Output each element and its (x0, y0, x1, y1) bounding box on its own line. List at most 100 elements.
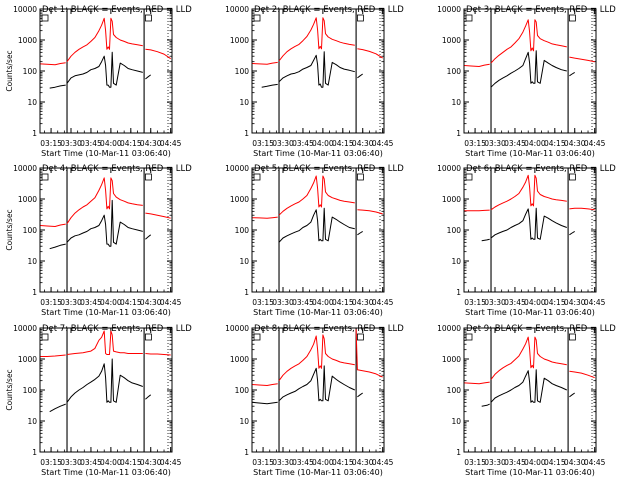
corner-marker (145, 333, 152, 341)
series-line-events (357, 73, 363, 79)
x-tick-label: 03:45 (292, 458, 314, 467)
series-line-lld (252, 216, 278, 219)
chart-title: Det 1: BLACK = Events, RED = LLD (42, 5, 192, 15)
y-tick-label: 100 (23, 386, 38, 395)
series-line-events (261, 83, 278, 88)
series-line-lld (490, 174, 567, 211)
y-tick-label: 1000 (442, 355, 461, 364)
y-tick-label: 1 (244, 288, 249, 297)
x-axis-label: Start Time (10-Mar-11 03:06:40) (465, 468, 595, 477)
y-tick-label: 100 (447, 226, 462, 235)
chart-title: Det 6: BLACK = Events, RED = LLD (466, 164, 616, 174)
y-tick-label: 10 (451, 98, 461, 107)
series-line-lld (252, 61, 278, 65)
y-tick-label: 10000 (13, 324, 37, 333)
y-tick-label: 1 (456, 448, 461, 457)
corner-marker (41, 173, 49, 181)
x-tick-label: 03:30 (60, 139, 82, 148)
y-tick-label: 10 (27, 257, 37, 266)
y-tick-label: 1000 (442, 36, 461, 45)
y-tick-label: 10 (27, 98, 37, 107)
x-tick-label: 04:00 (524, 139, 546, 148)
x-tick-label: 04:30 (564, 458, 586, 467)
series-line-events (252, 401, 278, 405)
x-tick-label: 03:30 (60, 458, 82, 467)
y-tick-label: 1 (244, 448, 249, 457)
chart-panel-det-8: Det 8: BLACK = Events, RED = LLD 1 10 100 10… (225, 324, 404, 477)
y-tick-label: 10 (239, 98, 249, 107)
x-tick-label: 04:30 (352, 298, 374, 307)
x-tick-label: 03:45 (80, 298, 102, 307)
chart-panel-det-7: Det 7: BLACK = Events, RED = LLD 1 10 100 10… (5, 324, 192, 477)
chart-title: Det 7: BLACK = Events, RED = LLD (42, 324, 192, 334)
chart-panel-det-4: Det 4: BLACK = Events, RED = LLD 1 10 100 10… (5, 164, 192, 317)
x-tick-label: 03:45 (504, 298, 526, 307)
x-tick-label: 04:15 (544, 298, 566, 307)
series-line-lld (357, 48, 383, 59)
y-tick-label: 10000 (13, 5, 37, 14)
x-tick-label: 03:30 (484, 139, 506, 148)
x-tick-label: 03:15 (40, 298, 62, 307)
x-tick-label: 04:15 (120, 298, 142, 307)
x-axis-label: Start Time (10-Mar-11 03:06:40) (465, 149, 595, 158)
x-tick-label: 04:15 (332, 139, 354, 148)
corner-marker (357, 333, 364, 341)
x-tick-label: 03:45 (504, 139, 526, 148)
series-line-events (278, 207, 355, 243)
x-axis-label: Start Time (10-Mar-11 03:06:40) (41, 308, 171, 317)
series-line-lld (40, 354, 66, 357)
y-tick-label: 10 (451, 257, 461, 266)
corner-marker (253, 173, 261, 181)
series-line-events (49, 84, 66, 89)
series-line-events (145, 74, 151, 80)
y-tick-label: 10000 (225, 324, 249, 333)
y-tick-label: 100 (235, 386, 250, 395)
series-line-lld (464, 209, 490, 212)
x-tick-label: 03:30 (272, 139, 294, 148)
y-tick-label: 1000 (18, 36, 37, 45)
chart-title: Det 4: BLACK = Events, RED = LLD (42, 164, 192, 174)
x-tick-label: 04:30 (564, 298, 586, 307)
series-line-events (569, 230, 575, 236)
x-tick-label: 04:30 (352, 139, 374, 148)
corner-marker (357, 14, 364, 22)
x-tick-label: 04:30 (564, 139, 586, 148)
x-tick-label: 04:45 (584, 298, 606, 307)
corner-marker (41, 333, 49, 341)
series-line-events (569, 71, 575, 77)
x-axis-label: Start Time (10-Mar-11 03:06:40) (41, 468, 171, 477)
y-tick-label: 100 (23, 226, 38, 235)
x-axis-label: Start Time (10-Mar-11 03:06:40) (465, 308, 595, 317)
y-axis-label: Counts/sec (5, 369, 14, 410)
y-tick-label: 1 (456, 129, 461, 138)
x-tick-label: 03:15 (40, 458, 62, 467)
y-tick-label: 100 (235, 67, 250, 76)
series-line-events (66, 51, 143, 88)
corner-marker (145, 14, 152, 22)
x-tick-label: 03:30 (484, 298, 506, 307)
x-tick-label: 04:15 (544, 458, 566, 467)
series-line-events (481, 403, 490, 407)
chart-panel-det-6: Det 6: BLACK = Events, RED = LLD 1 10 100 10… (437, 164, 616, 317)
x-tick-label: 04:15 (120, 458, 142, 467)
x-tick-label: 04:45 (160, 458, 182, 467)
y-tick-label: 1000 (230, 355, 249, 364)
series-line-events (357, 392, 363, 398)
x-tick-label: 04:45 (160, 139, 182, 148)
y-tick-label: 1 (32, 129, 37, 138)
x-tick-label: 04:00 (524, 458, 546, 467)
series-line-lld (145, 353, 171, 356)
corner-marker (465, 14, 473, 22)
x-tick-label: 04:00 (524, 298, 546, 307)
y-tick-label: 10000 (437, 164, 461, 173)
chart-title: Det 8: BLACK = Events, RED = LLD (254, 324, 404, 334)
series-line-events (278, 51, 355, 88)
x-tick-label: 04:30 (140, 298, 162, 307)
corner-marker (569, 173, 576, 181)
y-tick-label: 100 (235, 226, 250, 235)
series-line-lld (66, 17, 143, 62)
x-tick-label: 04:45 (372, 139, 394, 148)
series-line-lld (464, 381, 490, 385)
x-tick-label: 03:15 (464, 139, 486, 148)
corner-marker (357, 173, 364, 181)
